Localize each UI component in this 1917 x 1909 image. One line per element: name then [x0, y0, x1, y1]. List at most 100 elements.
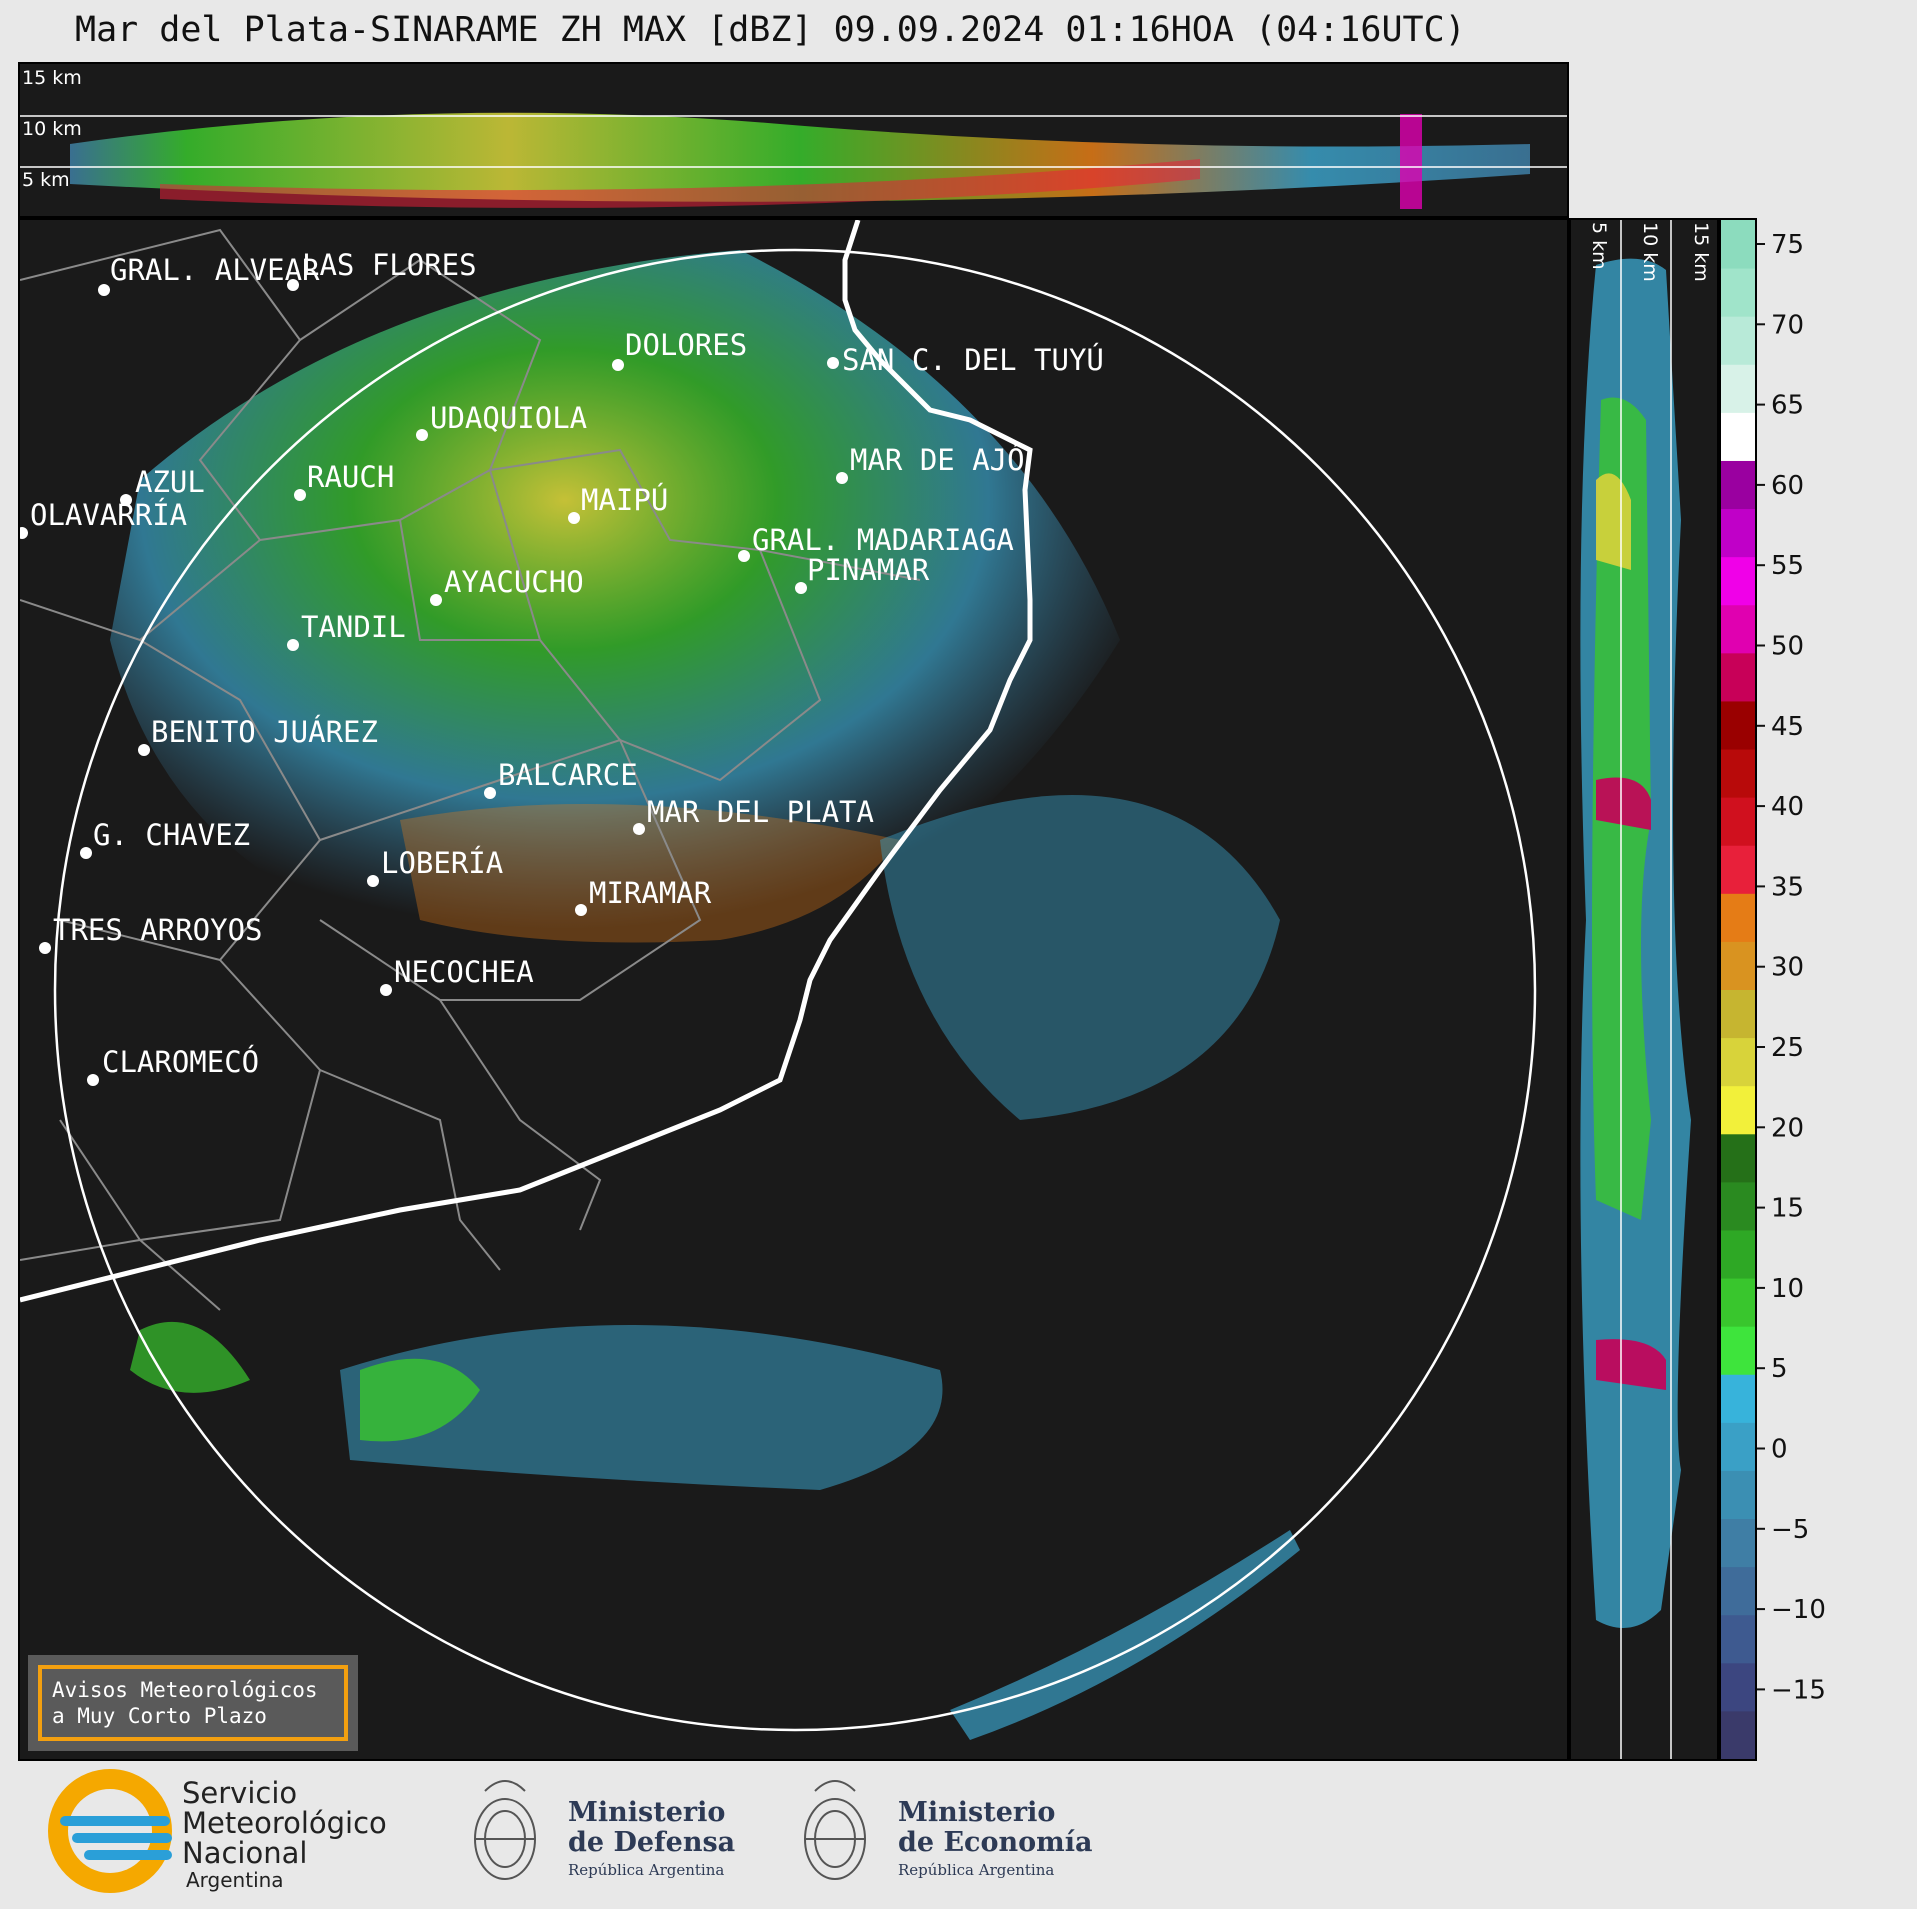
city-marker [287, 639, 299, 651]
colorbar-tick-label: 70 [1771, 310, 1804, 340]
smn-line4: Argentina [186, 1868, 284, 1892]
colorbar-segment [1721, 1374, 1755, 1423]
colorbar-segment [1721, 989, 1755, 1039]
footer-svg: Servicio Meteorológico Nacional Argentin… [48, 1769, 1092, 1893]
city-label: MAIPÚ [581, 483, 668, 517]
colorbar-tick-label: 45 [1771, 712, 1804, 742]
colorbar-segment [1721, 268, 1755, 317]
city-label: AZUL [135, 465, 205, 499]
colorbar-tick-label: −10 [1771, 1595, 1826, 1625]
colorbar-segment [1721, 1566, 1755, 1616]
city-label: DOLORES [625, 328, 747, 362]
city-marker [416, 429, 428, 441]
colorbar-segment [1721, 364, 1755, 413]
city-label: GRAL. ALVEAR [110, 253, 320, 287]
footer-logos: Servicio Meteorológico Nacional Argentin… [0, 1761, 1917, 1909]
echo-region-se [950, 1530, 1300, 1740]
city-marker [568, 512, 580, 524]
colorbar-tick-label: 55 [1771, 551, 1804, 581]
boundaries [20, 228, 921, 1311]
colorbar-segment [1721, 1133, 1755, 1183]
city-marker [575, 904, 587, 916]
echo-region-east [880, 795, 1280, 1120]
colorbar-segment [1721, 316, 1755, 365]
top-label-15: 15 km [22, 67, 82, 89]
colorbar-segment [1721, 941, 1755, 990]
colorbar-tick-label: 15 [1771, 1194, 1804, 1224]
colorbar-segment [1721, 604, 1755, 654]
colorbar-tick-label: 20 [1771, 1113, 1804, 1143]
colorbar-segment [1721, 845, 1755, 894]
city-label: OLAVARRÍA [30, 498, 187, 532]
colorbar-segment [1721, 1710, 1755, 1759]
side-cross-section-panel: 5 km 10 km 15 km [1569, 218, 1719, 1761]
echo-region-north [110, 250, 1120, 965]
side-echo-magenta-1 [1596, 777, 1651, 830]
colorbar-segment [1721, 1181, 1755, 1231]
colorbar-segment [1721, 1326, 1755, 1375]
city-label: NECOCHEA [394, 955, 534, 989]
side-echo-yellow [1596, 473, 1631, 570]
colorbar-ticks: 75 70 65 60 55 50 45 40 35 30 25 20 15 10 5 0 −5 −10 −15 [1757, 218, 1907, 1761]
colorbar-tick-label: −5 [1771, 1515, 1809, 1545]
colorbar-tick-label: −15 [1771, 1675, 1826, 1705]
city-marker [98, 284, 110, 296]
argentina-shield-icon [474, 1780, 536, 1880]
city-label: UDAQUIOLA [430, 401, 587, 435]
echo-core [160, 159, 1200, 208]
defensa-line3: República Argentina [568, 1861, 724, 1879]
smn-line1: Servicio [182, 1776, 297, 1810]
argentina-shield-icon-2 [804, 1780, 866, 1880]
city-marker [612, 359, 624, 371]
city-marker [20, 527, 28, 539]
smn-line2: Meteorológico [182, 1806, 387, 1840]
city-label: RAUCH [307, 460, 394, 494]
avisos-box[interactable]: Avisos Meteorológicos a Muy Corto Plazo [28, 1655, 358, 1751]
echo-region-south [340, 1325, 943, 1490]
colorbar-segment [1721, 460, 1755, 510]
colorbar-segment [1721, 893, 1755, 942]
top-label-10: 10 km [22, 118, 82, 140]
echo-cell [1400, 114, 1422, 209]
city-marker [138, 744, 150, 756]
economia-line1: Ministerio [898, 1797, 1055, 1828]
side-cross-section-svg: 5 km 10 km 15 km [1580, 220, 1712, 1759]
radar-map-panel: GRAL. ALVEAR LAS FLORES DOLORES SAN C. DEL … [18, 218, 1569, 1761]
colorbar-segment [1721, 1518, 1755, 1568]
city-label: LAS FLORES [302, 248, 477, 282]
side-echo-magenta-2 [1596, 1339, 1666, 1390]
echo-region-core [400, 804, 900, 943]
colorbar [1719, 218, 1757, 1761]
colorbar-segment [1721, 220, 1755, 269]
defensa-line1: Ministerio [568, 1797, 725, 1828]
colorbar-segment [1721, 700, 1755, 750]
city-marker [380, 984, 392, 996]
colorbar-segment [1721, 1229, 1755, 1279]
city-label: MIRAMAR [589, 876, 712, 910]
avisos-inner: Avisos Meteorológicos a Muy Corto Plazo [38, 1665, 348, 1741]
city-marker [836, 472, 848, 484]
city-label: PINAMAR [807, 553, 930, 587]
echo-region-sw [130, 1321, 250, 1393]
colorbar-tick-label: 10 [1771, 1274, 1804, 1304]
colorbar-tick-label: 0 [1771, 1435, 1788, 1465]
colorbar-tick-label: 25 [1771, 1033, 1804, 1063]
side-label-10: 10 km [1639, 222, 1661, 282]
colorbar-tick-label: 75 [1771, 230, 1804, 260]
city-marker [39, 942, 51, 954]
colorbar-segment [1721, 1037, 1755, 1087]
city-label: TRES ARROYOS [53, 913, 263, 947]
city-label: BENITO JUÁREZ [151, 715, 378, 749]
city-label: MAR DEL PLATA [647, 795, 874, 829]
top-cross-section-panel: 15 km 10 km 5 km [18, 62, 1569, 218]
city-label: GRAL. MADARIAGA [752, 523, 1014, 557]
colorbar-segment [1721, 1614, 1755, 1664]
city-marker [294, 489, 306, 501]
top-cross-section-svg: 15 km 10 km 5 km [20, 67, 1567, 209]
city-marker [738, 550, 750, 562]
city-label: LOBERÍA [381, 846, 503, 880]
city-marker [120, 494, 132, 506]
